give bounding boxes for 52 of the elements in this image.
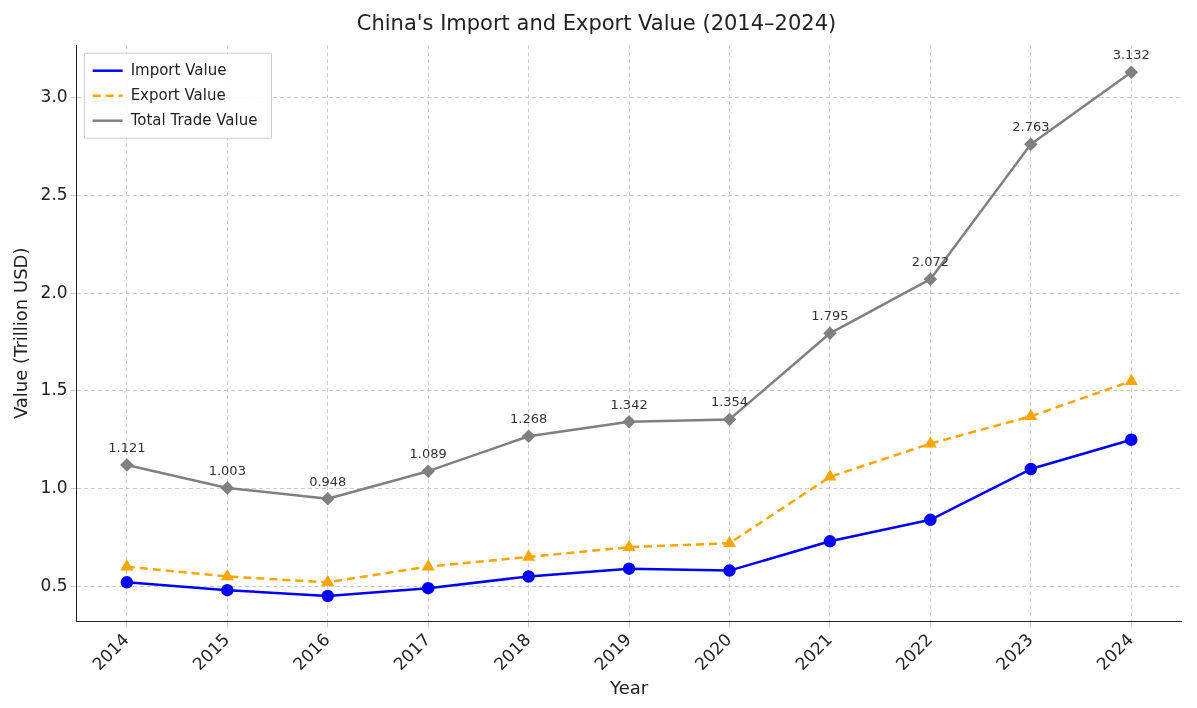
legend-label: Export Value (130, 85, 226, 104)
point (221, 481, 234, 495)
data-label: 3.132 (1112, 47, 1150, 63)
y-tick-label: 2.0 (40, 281, 68, 302)
point (1024, 462, 1038, 476)
data-label: 1.342 (610, 396, 648, 412)
point (522, 429, 535, 443)
point (421, 464, 435, 478)
point (723, 413, 736, 426)
data-label: 2.763 (1012, 119, 1050, 135)
data-label: 1.003 (208, 462, 246, 478)
y-tick-label: 0.5 (40, 574, 68, 595)
data-label: 1.795 (811, 308, 849, 324)
point (623, 540, 635, 551)
data-label: 1.354 (710, 394, 749, 410)
point (522, 570, 535, 583)
y-tick-label: 2.5 (40, 184, 68, 205)
legend-label: Import Value (130, 60, 227, 79)
point (221, 570, 233, 581)
point (1024, 137, 1038, 151)
point (1125, 65, 1138, 79)
point (723, 564, 736, 577)
point (924, 513, 937, 527)
point (823, 535, 837, 548)
point (622, 562, 636, 575)
point (321, 492, 334, 505)
data-label: 1.121 (108, 439, 146, 455)
x-axis-title: Year (609, 676, 649, 698)
data-label: 1.089 (409, 446, 447, 462)
point (1125, 374, 1137, 385)
point (421, 581, 435, 595)
y-axis-title: Value (Trillion USD) (10, 247, 32, 420)
y-tick-label: 1.0 (40, 476, 68, 497)
point (120, 576, 134, 589)
point (523, 550, 535, 561)
point (1125, 433, 1138, 446)
point (422, 560, 434, 571)
y-tick-label: 3.0 (40, 86, 68, 107)
point (321, 589, 334, 603)
point (120, 458, 134, 472)
point (823, 327, 837, 340)
point (924, 437, 936, 448)
point (622, 415, 636, 429)
point (824, 470, 836, 481)
point (121, 560, 133, 571)
data-label: 0.948 (309, 473, 347, 489)
data-label: 1.268 (510, 411, 548, 427)
y-tick-label: 1.5 (40, 379, 68, 400)
point (221, 583, 234, 597)
chart-title: China's Import and Export Value (2014–2024) (356, 11, 837, 36)
legend-label: Total Trade Value (129, 110, 258, 129)
point (924, 272, 937, 286)
